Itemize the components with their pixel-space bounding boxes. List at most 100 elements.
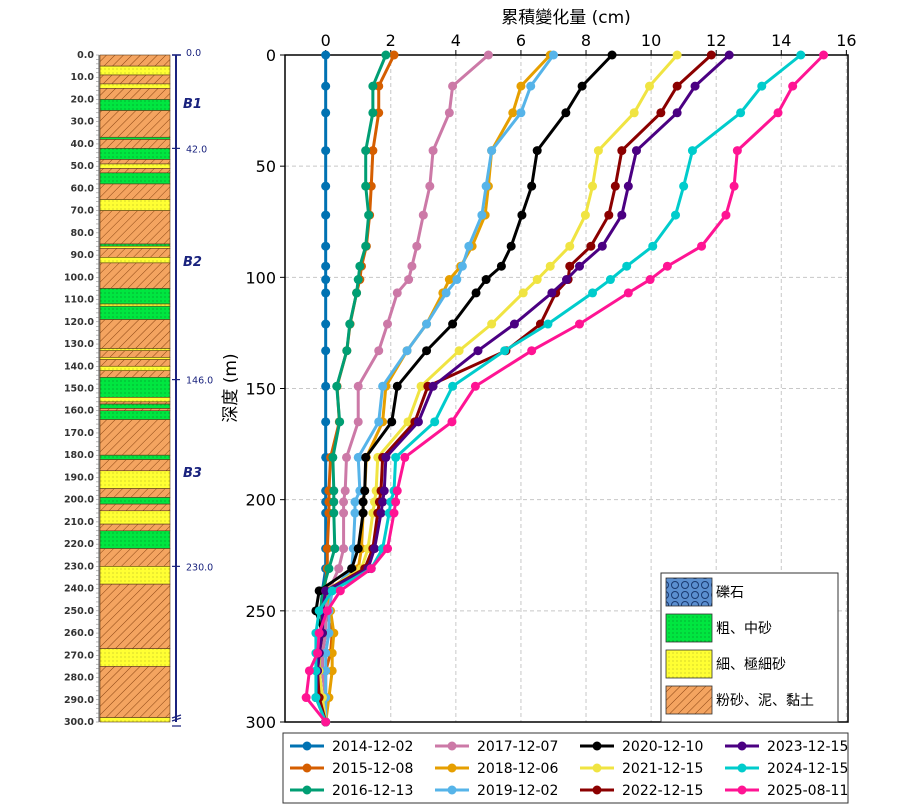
data-point [543, 319, 553, 329]
unit-boundary-label: 0.0 [186, 48, 201, 59]
strata-layer-silt [99, 74, 171, 85]
depth-tick-label: 120.0 [64, 317, 94, 328]
data-point [732, 146, 742, 156]
data-point [358, 497, 368, 507]
data-point [687, 146, 697, 156]
data-point [332, 381, 342, 391]
data-point [470, 381, 480, 391]
data-point [418, 210, 428, 220]
unit-label: B2 [183, 255, 202, 270]
data-point [314, 628, 324, 638]
data-point [671, 210, 681, 220]
strata-layer-fine [99, 357, 171, 360]
legend-label: 細、極細砂 [716, 657, 786, 673]
data-point [757, 81, 767, 91]
data-point [321, 586, 331, 596]
data-point [339, 497, 349, 507]
data-point [313, 648, 323, 658]
data-point [361, 146, 371, 156]
x-tick-label: 8 [581, 31, 591, 50]
data-point [645, 275, 655, 285]
y-tick-label: 0 [266, 46, 276, 65]
data-point [324, 564, 334, 574]
depth-tick-label: 50.0 [71, 161, 95, 172]
strata-layer-coarse [99, 99, 171, 111]
data-point [314, 606, 324, 616]
data-point [457, 261, 467, 271]
data-point [353, 417, 363, 427]
data-point [623, 181, 633, 191]
data-point [631, 146, 641, 156]
legend-entry: 2024-12-15 [767, 761, 848, 777]
data-point [321, 666, 331, 676]
data-point [335, 586, 345, 596]
strata-layer-silt [99, 210, 171, 245]
strata-layer-silt [99, 319, 171, 349]
strata-layer-fine [99, 648, 171, 667]
depth-tick-label: 90.0 [71, 250, 95, 261]
data-point [391, 452, 401, 462]
strata-layer-silt [99, 583, 171, 649]
data-point [500, 346, 510, 356]
data-point [448, 81, 458, 91]
legend-marker [302, 741, 312, 751]
strata-layer-fine [99, 510, 171, 525]
strata-layer-silt [99, 401, 171, 405]
depth-tick-label: 280.0 [64, 673, 94, 684]
y-tick-label: 250 [245, 602, 276, 621]
y-axis-label: 深度 (m) [221, 353, 241, 422]
data-point [413, 417, 423, 427]
data-point [508, 108, 518, 118]
strata-layer-coarse [99, 454, 171, 460]
strata-layer-fine [99, 199, 171, 211]
strata-layer-silt [99, 548, 171, 567]
data-point [322, 544, 332, 554]
depth-tick-label: 250.0 [64, 606, 94, 617]
data-point [369, 544, 379, 554]
data-point [690, 81, 700, 91]
data-point [392, 381, 402, 391]
data-point [321, 261, 331, 271]
data-point [339, 544, 349, 554]
strata-layer-coarse [99, 136, 171, 140]
unit-label: B3 [183, 466, 202, 481]
data-point [352, 288, 362, 298]
strata-layer-fine [99, 65, 171, 76]
unit-boundary-label: 42.0 [186, 144, 207, 155]
legend-entry: 2015-12-08 [332, 761, 413, 777]
data-point [381, 452, 391, 462]
legend-marker [447, 763, 457, 773]
data-point [321, 181, 331, 191]
data-point [597, 241, 607, 251]
data-point [516, 81, 526, 91]
data-point [430, 417, 440, 427]
depth-tick-label: 20.0 [71, 94, 95, 105]
depth-tick-label: 230.0 [64, 561, 94, 572]
data-point [321, 648, 331, 658]
depth-tick-label: 150.0 [64, 384, 94, 395]
data-point [516, 108, 526, 118]
data-point [327, 586, 337, 596]
data-point [464, 241, 474, 251]
data-point [407, 261, 417, 271]
y-tick-label: 300 [245, 713, 276, 732]
data-point [656, 108, 666, 118]
data-point [392, 288, 402, 298]
y-tick-label: 150 [245, 380, 276, 399]
data-point [724, 50, 734, 60]
unit-label: B1 [183, 97, 202, 112]
axis-break-icon [171, 714, 182, 727]
data-point [447, 417, 457, 427]
strata-layer-fine [99, 245, 171, 249]
y-tick-label: 200 [245, 491, 276, 510]
data-point [441, 288, 451, 298]
legend-marker [447, 741, 457, 751]
data-point [404, 275, 414, 285]
legend-swatch-coarse [665, 613, 713, 643]
data-point [788, 81, 798, 91]
data-point [545, 261, 555, 271]
x-tick-label: 14 [771, 31, 791, 50]
data-point [697, 241, 707, 251]
data-point [342, 452, 352, 462]
depth-tick-label: 200.0 [64, 495, 94, 506]
